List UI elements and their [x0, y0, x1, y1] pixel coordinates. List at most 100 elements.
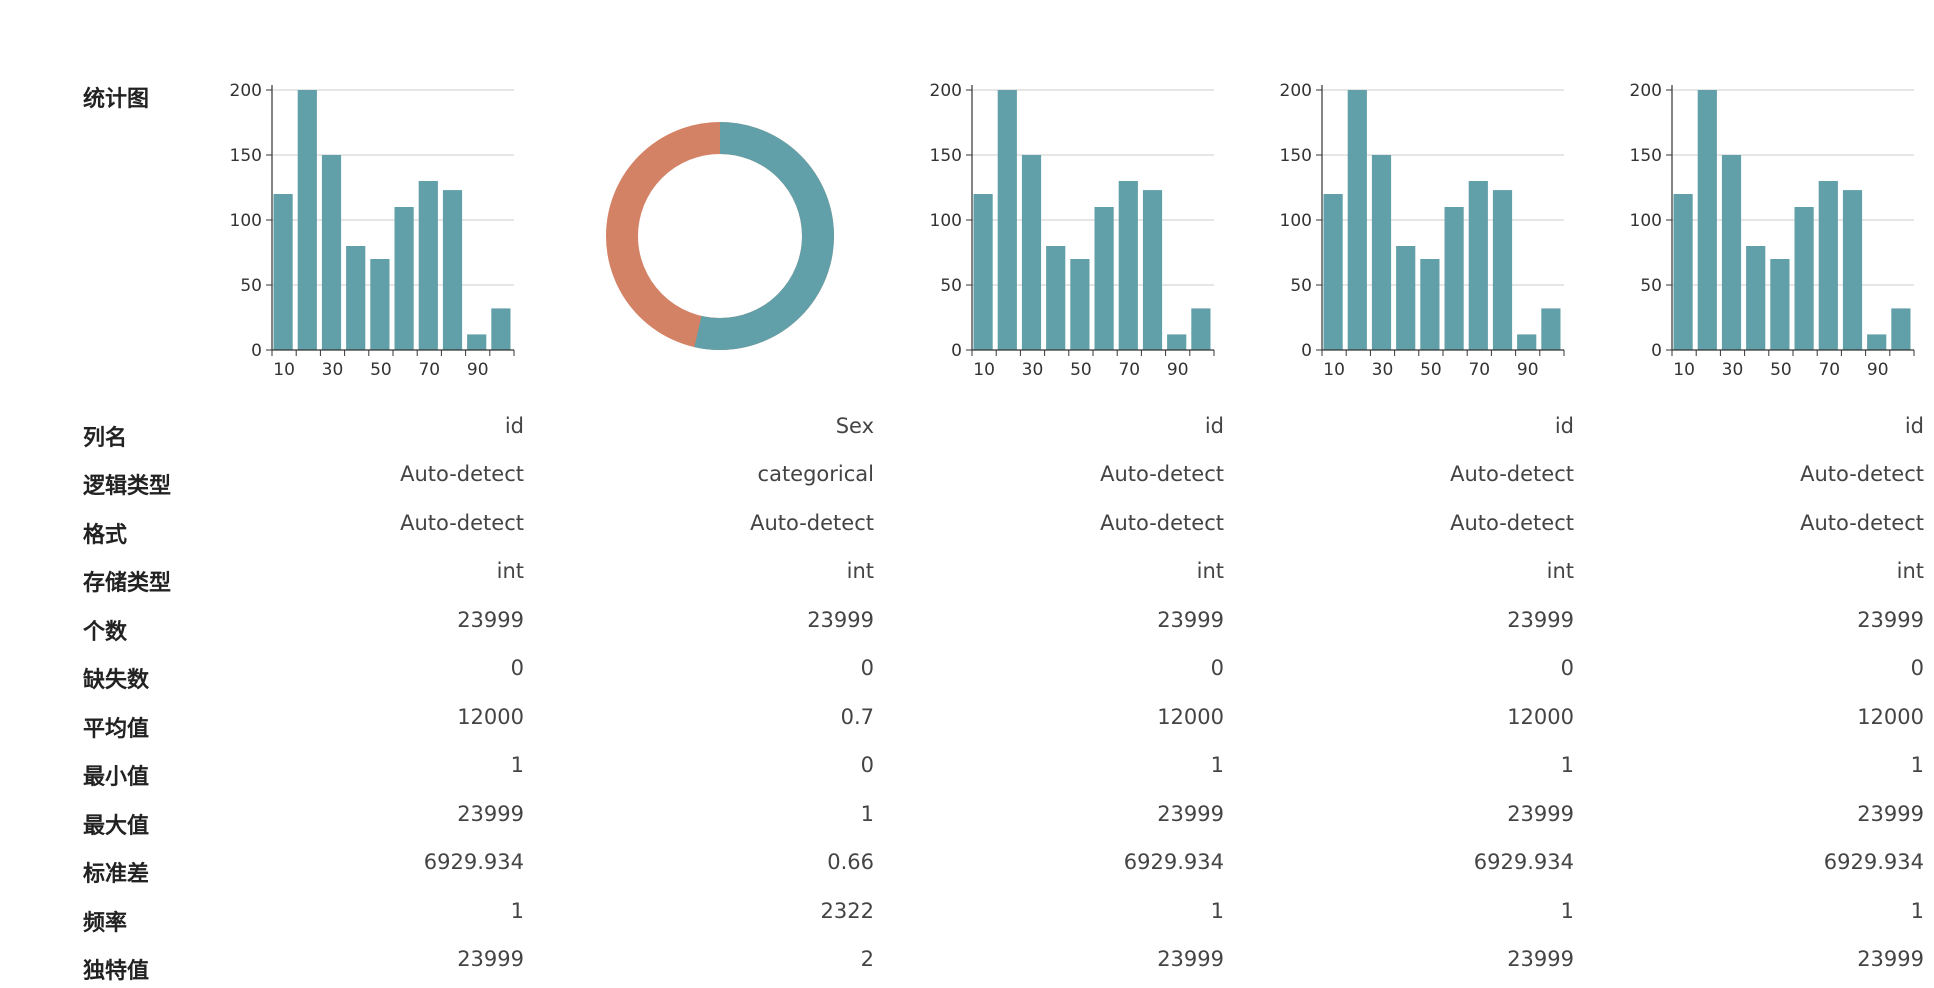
y-tick-label: 50 — [240, 276, 262, 296]
cell-min: 0 — [860, 753, 874, 777]
x-tick-label: 50 — [370, 360, 392, 380]
cell-missing: 0 — [1210, 656, 1224, 680]
row-label-frequency: 频率 — [83, 911, 128, 936]
donut-chart — [566, 70, 886, 370]
cell-std: 6929.934 — [1123, 850, 1224, 874]
cell-format: Auto-detect — [1450, 511, 1574, 535]
cell-unique: 23999 — [1157, 947, 1224, 971]
cell-storage-type: int — [1896, 559, 1924, 583]
row-label-logical-type: 逻辑类型 — [83, 474, 172, 499]
x-tick-label: 90 — [1867, 360, 1889, 380]
y-tick-label: 0 — [951, 341, 962, 361]
histogram-bar — [1396, 246, 1416, 350]
chart-svg: 0 50 100 150 200 10 30 50 70 90 — [1630, 81, 1915, 380]
x-tick-label: 90 — [467, 360, 489, 380]
y-tick-label: 50 — [940, 276, 962, 296]
cell-mean: 12000 — [1857, 705, 1924, 729]
cell-logical-type: Auto-detect — [1800, 462, 1924, 486]
cell-logical-type: categorical — [757, 462, 874, 486]
cell-logical-type: Auto-detect — [400, 462, 524, 486]
y-tick-label: 200 — [1630, 81, 1662, 101]
cell-column-name: id — [504, 414, 524, 438]
x-tick-label: 50 — [1770, 360, 1792, 380]
histogram-bar — [1746, 246, 1766, 350]
cell-frequency: 1 — [1910, 899, 1924, 923]
y-tick-label: 50 — [1290, 276, 1312, 296]
histogram-bar — [1444, 207, 1464, 350]
histogram-bar — [346, 246, 366, 350]
x-tick-label: 70 — [1118, 360, 1140, 380]
row-label-std: 标准差 — [83, 862, 150, 887]
chart-svg — [606, 122, 834, 350]
histogram-bar — [491, 308, 511, 350]
cell-count: 23999 — [1507, 608, 1574, 632]
x-tick-label: 10 — [273, 360, 295, 380]
x-tick-label: 90 — [1167, 360, 1189, 380]
cell-std: 0.66 — [827, 850, 874, 874]
histogram-bar — [1046, 246, 1066, 350]
cell-count: 23999 — [457, 608, 524, 632]
x-tick-label: 50 — [1070, 360, 1092, 380]
histogram-bar — [1721, 155, 1742, 350]
histogram-bar — [1323, 194, 1343, 350]
cell-storage-type: int — [496, 559, 524, 583]
histogram-bar — [1142, 190, 1163, 350]
y-tick-label: 200 — [230, 81, 262, 101]
row-label-count: 个数 — [83, 620, 128, 645]
y-tick-label: 150 — [930, 146, 962, 166]
histogram-bar — [467, 334, 487, 350]
y-tick-label: 150 — [230, 146, 262, 166]
cell-format: Auto-detect — [1100, 511, 1224, 535]
y-tick-label: 0 — [251, 341, 262, 361]
histogram-bar — [1371, 155, 1392, 350]
cell-max: 23999 — [1507, 802, 1574, 826]
histogram-bar — [297, 90, 317, 350]
histogram-bar — [1794, 207, 1814, 350]
histogram-bar — [1770, 259, 1790, 350]
histogram-bar — [1492, 190, 1513, 350]
histogram-bar — [1517, 334, 1537, 350]
histogram-chart: 0 50 100 150 200 10 30 50 70 90 — [1616, 70, 1934, 380]
row-label-storage-type: 存储类型 — [83, 571, 172, 596]
histogram-bar — [1891, 308, 1911, 350]
histogram-bar — [1673, 194, 1693, 350]
row-label-mean: 平均值 — [83, 717, 150, 742]
x-tick-label: 10 — [973, 360, 995, 380]
histogram-bar — [1541, 308, 1561, 350]
row-label-max: 最大值 — [83, 814, 150, 839]
chart-svg: 0 50 100 150 200 10 30 50 70 90 — [230, 81, 515, 380]
y-tick-label: 50 — [1640, 276, 1662, 296]
x-tick-label: 70 — [1468, 360, 1490, 380]
cell-count: 23999 — [1857, 608, 1924, 632]
x-tick-label: 10 — [1673, 360, 1695, 380]
histogram-bar — [370, 259, 390, 350]
histogram-bar — [273, 194, 293, 350]
cell-missing: 0 — [1910, 656, 1924, 680]
histogram-bar — [1167, 334, 1187, 350]
cell-mean: 12000 — [457, 705, 524, 729]
y-tick-label: 0 — [1301, 341, 1312, 361]
row-label-format: 格式 — [83, 523, 128, 548]
row-label-chart: 统计图 — [83, 87, 150, 112]
cell-missing: 0 — [510, 656, 524, 680]
histogram-bar — [1347, 90, 1367, 350]
x-tick-label: 30 — [1722, 360, 1744, 380]
cell-logical-type: Auto-detect — [1450, 462, 1574, 486]
cell-min: 1 — [1210, 753, 1224, 777]
y-tick-label: 100 — [930, 211, 962, 231]
cell-column-name: id — [1904, 414, 1924, 438]
cell-max: 1 — [860, 802, 874, 826]
histogram-bar — [1094, 207, 1114, 350]
y-tick-label: 100 — [1630, 211, 1662, 231]
histogram-bar — [1021, 155, 1042, 350]
histogram-bar — [1867, 334, 1887, 350]
histogram-bar — [973, 194, 993, 350]
cell-unique: 23999 — [457, 947, 524, 971]
cell-count: 23999 — [1157, 608, 1224, 632]
x-tick-label: 30 — [1022, 360, 1044, 380]
cell-format: Auto-detect — [1800, 511, 1924, 535]
histogram-bar — [1420, 259, 1440, 350]
cell-frequency: 1 — [510, 899, 524, 923]
cell-min: 1 — [1560, 753, 1574, 777]
